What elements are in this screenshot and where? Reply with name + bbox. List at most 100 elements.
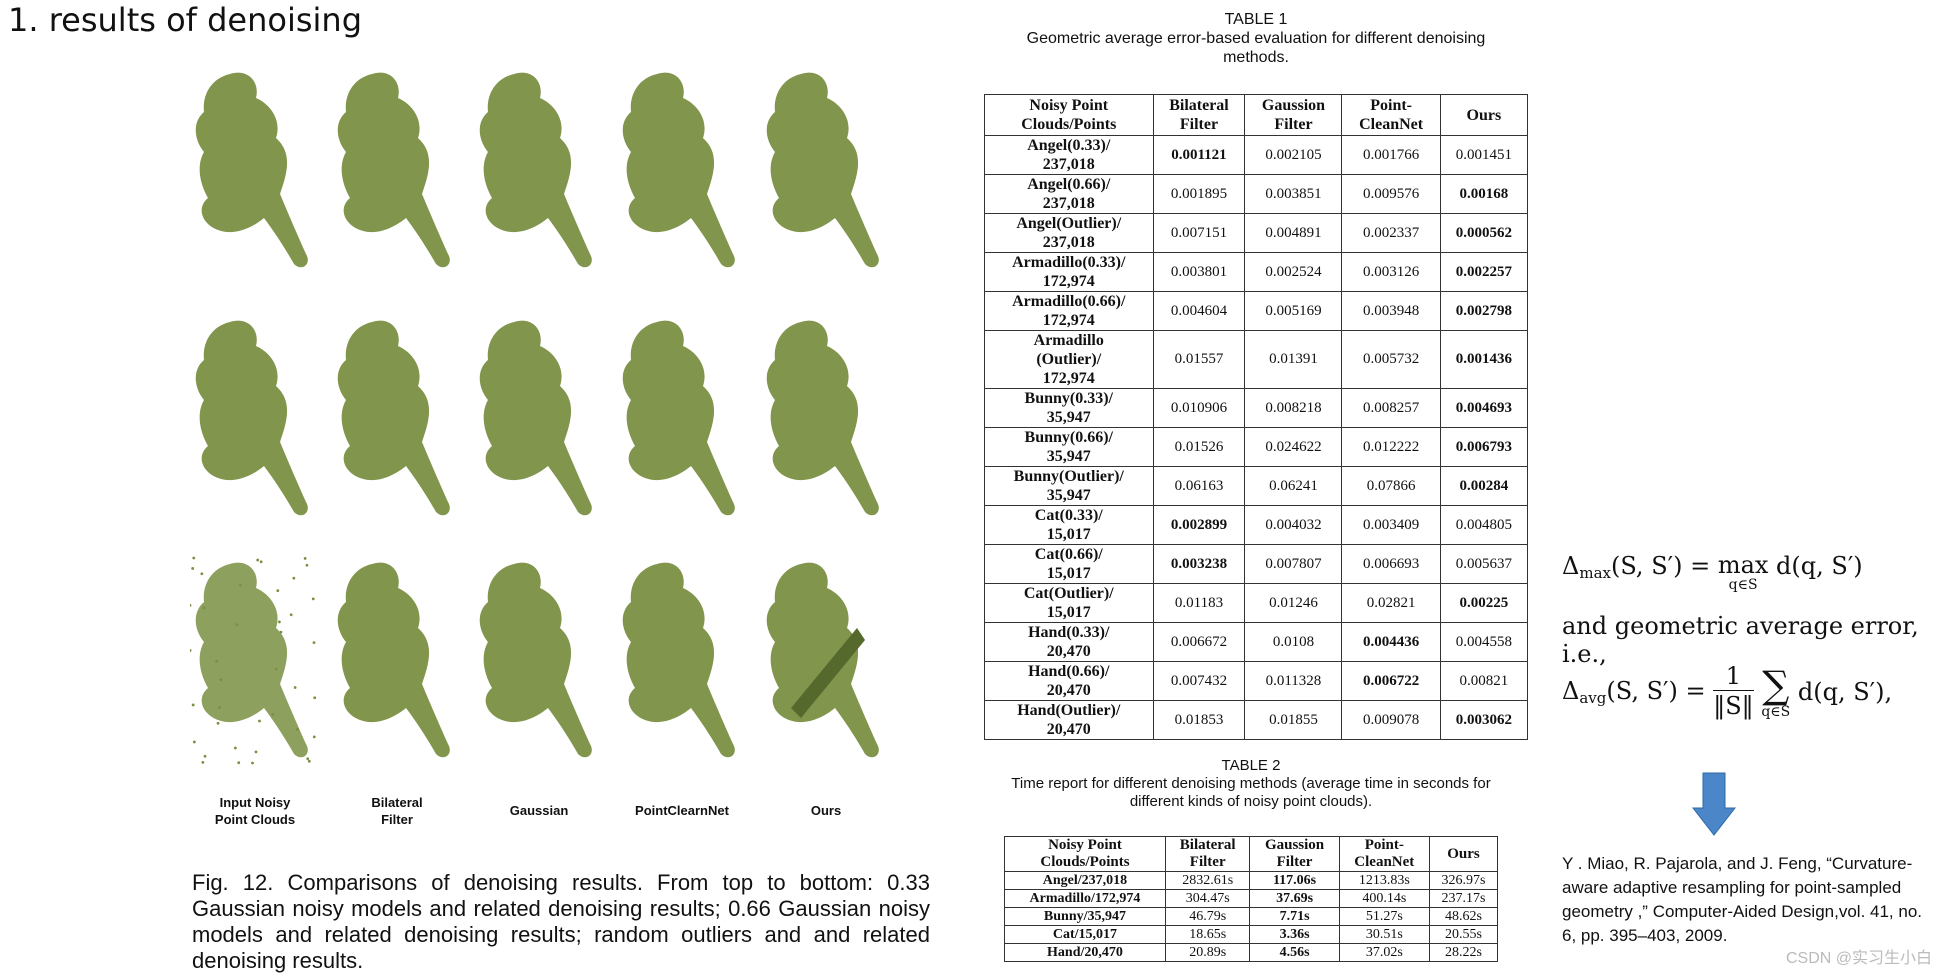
model-render [337, 72, 450, 268]
table-cell: 0.012222 [1341, 427, 1441, 467]
table-cell: 0.005637 [1439, 544, 1529, 584]
formula-connector-text: and geometric average error, i.e., [1562, 612, 1919, 668]
table-cell: 3.36s [1249, 925, 1340, 944]
table-cell: 48.62s [1428, 907, 1499, 926]
table-cell: 0.007432 [1152, 661, 1246, 701]
table-cell: 28.22s [1428, 943, 1499, 962]
table-cell: 0.01246 [1244, 583, 1343, 623]
table-cell: 0.01855 [1244, 700, 1343, 740]
table-cell: 0.003238 [1152, 544, 1246, 584]
table-cell: 0.01526 [1152, 427, 1246, 467]
row-header: Angel(Outlier)/237,018 [984, 213, 1154, 253]
table-cell: 0.000562 [1439, 213, 1529, 253]
table-row: Armadillo(0.66)/172,974 0.004604 0.005169 0… [984, 291, 1529, 331]
table-row: Angel/237,018 2832.61s 117.06s 1213.83s 326.… [1004, 871, 1499, 890]
max-error-formula: Δmax(S, S′) = max q∈S d(q, S′) [1562, 551, 1863, 593]
table-row: Cat(Outlier)/15,017 0.01183 0.01246 0.02821… [984, 583, 1529, 623]
figure-column-label: PointClearnNet [635, 803, 729, 818]
table-cell: 18.65s [1164, 925, 1251, 944]
table-cell: 0.004891 [1244, 213, 1343, 253]
table-cell: 0.003948 [1341, 291, 1441, 331]
table-cell: 0.007807 [1244, 544, 1343, 584]
table-row: Bunny(Outlier)/35,947 0.06163 0.06241 0.078… [984, 466, 1529, 506]
model-render [337, 320, 450, 516]
figure-column-label: Bilateral Filter [371, 795, 423, 827]
table-cell: 30.51s [1338, 925, 1430, 944]
model-render [195, 320, 308, 516]
figure-column-label: Gaussian [509, 803, 569, 818]
page-heading: 1. results of denoising [8, 1, 362, 39]
watermark: CSDN @实习生小白 [1785, 950, 1932, 967]
model-render [195, 72, 308, 268]
table-cell: 0.06241 [1244, 466, 1343, 506]
row-header: Cat(0.66)/15,017 [984, 544, 1154, 584]
table-cell: 0.01557 [1152, 330, 1246, 389]
table1-caption: TABLE 1 Geometric average error-based ev… [994, 10, 1518, 67]
table-cell: 0.004032 [1244, 505, 1343, 545]
table-cell: 0.003801 [1152, 252, 1246, 292]
row-header: Angel(0.33)/237,018 [984, 135, 1154, 175]
table2-caption: TABLE 2 Time report for different denois… [1004, 757, 1498, 811]
table2-label: TABLE 2 [1221, 757, 1281, 774]
column-header: Gaussion Filter [1244, 94, 1343, 136]
row-header: Hand(0.66)/20,470 [984, 661, 1154, 701]
table-cell: 0.001121 [1152, 135, 1246, 175]
table-cell: 0.004558 [1439, 622, 1529, 662]
table-cell: 0.01853 [1152, 700, 1246, 740]
model-render [622, 320, 735, 516]
table-row: Armadillo(0.33)/172,974 0.003801 0.002524 0… [984, 252, 1529, 292]
table-cell: 46.79s [1164, 907, 1251, 926]
table-cell: 0.02821 [1341, 583, 1441, 623]
table-cell: 0.01183 [1152, 583, 1246, 623]
table-cell: 37.69s [1249, 889, 1340, 908]
table-cell: 0.001451 [1439, 135, 1529, 175]
table-cell: 0.002337 [1341, 213, 1441, 253]
table-cell: 0.00284 [1439, 466, 1529, 506]
table-cell: 20.89s [1164, 943, 1251, 962]
row-header: Hand(Outlier)/20,470 [984, 700, 1154, 740]
table-cell: 0.004805 [1439, 505, 1529, 545]
table-row: Bunny(0.66)/35,947 0.01526 0.024622 0.01222… [984, 427, 1529, 467]
table-cell: 37.02s [1338, 943, 1430, 962]
model-render [766, 562, 879, 758]
table-cell: 2832.61s [1164, 871, 1251, 890]
figure-caption: Fig. 12. Comparisons of denoising result… [192, 870, 930, 973]
table-row: Hand/20,470 20.89s 4.56s 37.02s 28.22s [1004, 943, 1499, 962]
table-row: Angel(Outlier)/237,018 0.007151 0.004891 0.… [984, 213, 1529, 253]
row-header: Cat(Outlier)/15,017 [984, 583, 1154, 623]
reference-text: Y . Miao, R. Pajarola, and J. Feng, “Cur… [1562, 854, 1923, 945]
model-render [479, 562, 592, 758]
column-header: Noisy Point Clouds/Points [984, 94, 1154, 136]
table-row: Armadillo/172,974 304.47s 37.69s 400.14s 237… [1004, 889, 1499, 908]
row-header: Bunny(Outlier)/35,947 [984, 466, 1154, 506]
row-header: Angel/237,018 [1004, 871, 1166, 890]
table-cell: 0.004604 [1152, 291, 1246, 331]
table-cell: 0.002798 [1439, 291, 1529, 331]
table-cell: 304.47s [1164, 889, 1251, 908]
table-row: Hand(Outlier)/20,470 0.01853 0.01855 0.0090… [984, 700, 1529, 740]
table-row: Angel(0.66)/237,018 0.001895 0.003851 0.009… [984, 174, 1529, 214]
row-header: Hand/20,470 [1004, 943, 1166, 962]
model-render [766, 320, 879, 516]
table-cell: 7.71s [1249, 907, 1340, 926]
row-header: Armadillo(0.66)/172,974 [984, 291, 1154, 331]
table-cell: 4.56s [1249, 943, 1340, 962]
table-cell: 0.001766 [1341, 135, 1441, 175]
table-cell: 0.009078 [1341, 700, 1441, 740]
table-cell: 0.008218 [1244, 388, 1343, 428]
table-cell: 0.005169 [1244, 291, 1343, 331]
table-cell: 0.01391 [1244, 330, 1343, 389]
table-cell: 0.005732 [1341, 330, 1441, 389]
table-cell: 0.006693 [1341, 544, 1441, 584]
table-row: Cat/15,017 18.65s 3.36s 30.51s 20.55s [1004, 925, 1499, 944]
table1-title: Geometric average error-based evaluation… [1026, 30, 1486, 66]
table-cell: 0.06163 [1152, 466, 1246, 506]
table-row: Cat(0.33)/15,017 0.002899 0.004032 0.003409… [984, 505, 1529, 545]
table-cell: 0.002899 [1152, 505, 1246, 545]
row-header: Bunny(0.66)/35,947 [984, 427, 1154, 467]
row-header: Armadillo (Outlier)/172,974 [984, 330, 1154, 389]
row-header: Armadillo(0.33)/172,974 [984, 252, 1154, 292]
table-row: Bunny/35,947 46.79s 7.71s 51.27s 48.62s [1004, 907, 1499, 926]
table-row: Cat(0.66)/15,017 0.003238 0.007807 0.006693… [984, 544, 1529, 584]
table-cell: 0.007151 [1152, 213, 1246, 253]
